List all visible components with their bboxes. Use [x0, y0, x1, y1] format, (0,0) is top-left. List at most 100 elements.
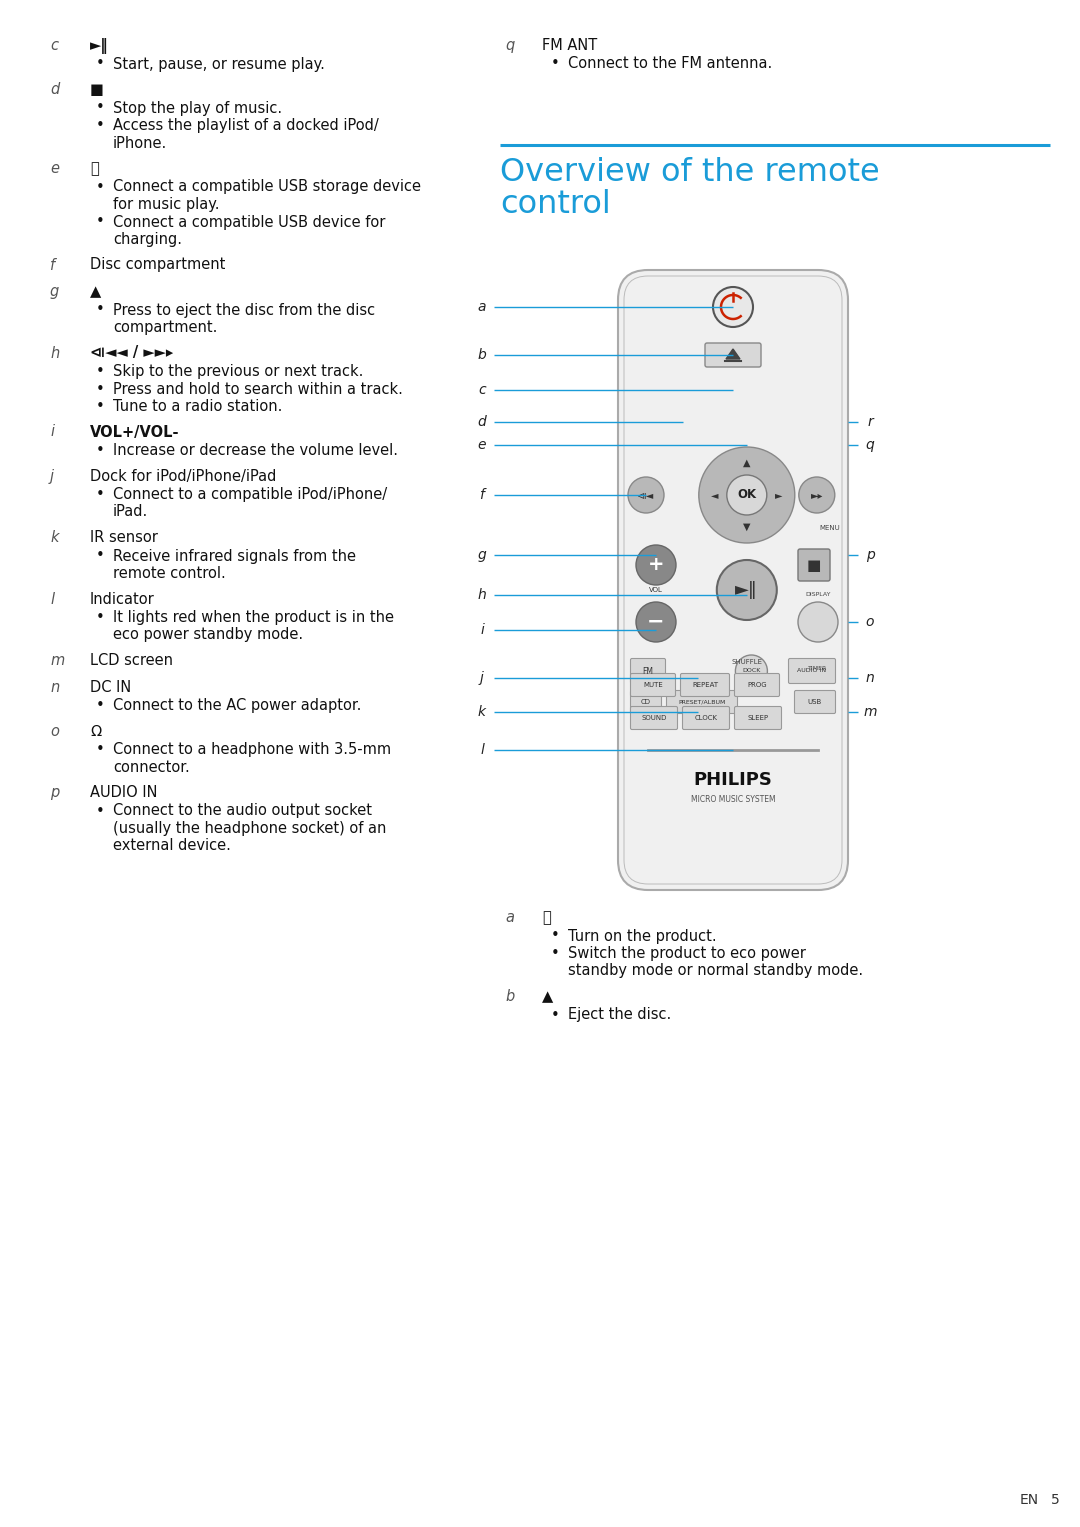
FancyBboxPatch shape — [618, 270, 848, 890]
Text: •: • — [551, 947, 559, 960]
Text: ►‖: ►‖ — [735, 580, 758, 599]
Text: •: • — [96, 214, 105, 229]
Text: •: • — [96, 302, 105, 318]
Text: iPad.: iPad. — [113, 504, 148, 519]
Text: Connect to the audio output socket: Connect to the audio output socket — [113, 803, 372, 818]
Text: for music play.: for music play. — [113, 197, 219, 212]
Text: •: • — [551, 928, 559, 944]
Text: o: o — [866, 615, 874, 629]
FancyBboxPatch shape — [788, 658, 836, 684]
Text: ▲: ▲ — [743, 458, 751, 467]
Text: external device.: external device. — [113, 838, 231, 854]
Text: i: i — [50, 425, 54, 440]
Text: LCD screen: LCD screen — [90, 654, 173, 667]
Text: MICRO MUSIC SYSTEM: MICRO MUSIC SYSTEM — [691, 796, 775, 805]
Text: PHILIPS: PHILIPS — [693, 771, 772, 789]
Text: ■: ■ — [807, 557, 821, 573]
FancyBboxPatch shape — [666, 690, 738, 713]
Text: ▲: ▲ — [90, 284, 102, 299]
Text: n: n — [50, 680, 59, 695]
Text: •: • — [96, 180, 105, 194]
Text: a: a — [477, 299, 486, 315]
Text: f: f — [50, 258, 55, 272]
Text: •: • — [96, 399, 105, 414]
Text: MENU: MENU — [820, 525, 840, 531]
Text: ⧏◄: ⧏◄ — [637, 490, 654, 499]
Text: l: l — [50, 591, 54, 606]
FancyBboxPatch shape — [795, 690, 836, 713]
Circle shape — [735, 655, 768, 687]
FancyBboxPatch shape — [734, 707, 782, 730]
Text: Access the playlist of a docked iPod/: Access the playlist of a docked iPod/ — [113, 118, 379, 133]
FancyBboxPatch shape — [631, 707, 677, 730]
FancyBboxPatch shape — [705, 344, 761, 366]
Text: VOL+/VOL-: VOL+/VOL- — [90, 425, 179, 440]
Text: •: • — [551, 1008, 559, 1023]
Text: USB: USB — [808, 699, 822, 705]
Text: k: k — [50, 530, 58, 545]
Text: o: o — [50, 724, 59, 739]
Text: Receive infrared signals from the: Receive infrared signals from the — [113, 548, 356, 563]
Text: Overview of the remote: Overview of the remote — [500, 157, 880, 188]
Text: Indicator: Indicator — [90, 591, 154, 606]
Text: g: g — [50, 284, 59, 299]
Text: Tune to a radio station.: Tune to a radio station. — [113, 399, 282, 414]
Text: b: b — [477, 348, 486, 362]
Text: control: control — [500, 189, 611, 220]
Text: •: • — [551, 56, 559, 72]
Text: Skip to the previous or next track.: Skip to the previous or next track. — [113, 363, 363, 379]
Text: a: a — [505, 910, 514, 925]
Text: eco power standby mode.: eco power standby mode. — [113, 628, 303, 643]
Circle shape — [799, 476, 835, 513]
Text: e: e — [50, 160, 59, 176]
Text: •: • — [96, 803, 105, 818]
Text: IR sensor: IR sensor — [90, 530, 158, 545]
FancyBboxPatch shape — [631, 658, 665, 684]
Text: Connect to a headphone with 3.5-mm: Connect to a headphone with 3.5-mm — [113, 742, 391, 757]
Text: ►: ► — [775, 490, 783, 499]
Text: 5: 5 — [1051, 1493, 1059, 1507]
Circle shape — [636, 545, 676, 585]
Text: •: • — [96, 56, 105, 72]
Text: •: • — [96, 363, 105, 379]
Text: DC IN: DC IN — [90, 680, 132, 695]
Circle shape — [636, 602, 676, 641]
Text: TIMER: TIMER — [808, 666, 827, 670]
FancyBboxPatch shape — [683, 707, 729, 730]
Text: ▲: ▲ — [542, 989, 553, 1003]
Text: Start, pause, or resume play.: Start, pause, or resume play. — [113, 56, 325, 72]
Text: d: d — [50, 82, 59, 98]
Text: b: b — [505, 989, 514, 1003]
Text: ⧏◄◄ / ►►▸: ⧏◄◄ / ►►▸ — [90, 345, 173, 360]
Text: l: l — [481, 744, 484, 757]
Text: d: d — [477, 415, 486, 429]
Text: VOL: VOL — [649, 586, 663, 592]
Text: Connect to a compatible iPod/iPhone/: Connect to a compatible iPod/iPhone/ — [113, 487, 387, 502]
FancyBboxPatch shape — [631, 673, 675, 696]
Text: It lights red when the product is in the: It lights red when the product is in the — [113, 609, 394, 625]
Text: MUTE: MUTE — [643, 683, 663, 689]
Text: Dock for iPod/iPhone/iPad: Dock for iPod/iPhone/iPad — [90, 469, 276, 484]
Text: iPhone.: iPhone. — [113, 136, 167, 151]
Text: f: f — [480, 489, 485, 502]
Text: k: k — [478, 705, 486, 719]
Text: ⏻: ⏻ — [542, 910, 551, 925]
Text: •: • — [96, 487, 105, 502]
Text: SLEEP: SLEEP — [747, 715, 769, 721]
Text: PROG: PROG — [747, 683, 767, 689]
Text: standby mode or normal standby mode.: standby mode or normal standby mode. — [568, 964, 863, 979]
Text: c: c — [478, 383, 486, 397]
FancyBboxPatch shape — [631, 690, 661, 713]
Text: q: q — [505, 38, 514, 53]
Text: CD: CD — [642, 699, 651, 705]
Text: ►▸: ►▸ — [811, 490, 823, 499]
Text: REPEAT: REPEAT — [692, 683, 718, 689]
Circle shape — [699, 447, 795, 544]
Text: •: • — [96, 609, 105, 625]
Text: FM ANT: FM ANT — [542, 38, 597, 53]
Text: m: m — [863, 705, 877, 719]
Text: Connect to the AC power adaptor.: Connect to the AC power adaptor. — [113, 698, 362, 713]
Circle shape — [627, 476, 664, 513]
Text: AUDIO IN: AUDIO IN — [797, 669, 826, 673]
Text: Ω: Ω — [90, 724, 102, 739]
